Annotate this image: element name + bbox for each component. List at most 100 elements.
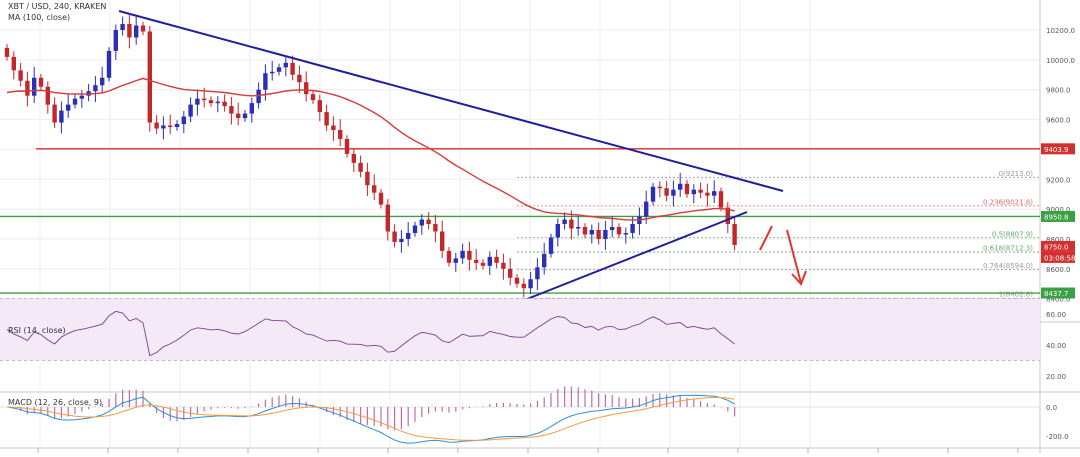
descending-trendline <box>118 10 784 192</box>
candle-body <box>399 238 404 242</box>
candle-body <box>270 71 275 74</box>
price-tag-label: 03:08:58 <box>1044 254 1075 262</box>
candle-body <box>501 262 506 269</box>
candle-body <box>113 30 118 51</box>
candle-body <box>406 232 411 239</box>
candle-body <box>657 186 662 189</box>
signal-line <box>6 397 735 441</box>
ma-label: MA (100, close) <box>8 13 70 22</box>
price-tick-label: 8600.0 <box>1046 266 1071 274</box>
price-tick-label: 9000.0 <box>1046 206 1071 214</box>
macd-pane: 0.0 -200.0 <box>0 386 1069 444</box>
candle-body <box>603 230 608 239</box>
price-tag-label: 8750.0 <box>1044 243 1069 251</box>
fib-label: 0.764(8594.0) <box>983 262 1033 270</box>
candle-body <box>222 101 227 107</box>
candles <box>4 14 737 298</box>
candle-body <box>358 162 363 172</box>
candle-body <box>480 262 486 266</box>
candle-body <box>623 232 628 235</box>
candle-body <box>188 104 193 117</box>
candle-body <box>59 110 64 123</box>
candle-body <box>45 86 50 105</box>
price-tag-label: 8437.7 <box>1044 290 1069 298</box>
rsi-label: RSI (14, close) <box>8 326 66 335</box>
price-tick-label: 8800.0 <box>1046 236 1071 244</box>
price-tick-label: 9800.0 <box>1046 87 1071 95</box>
candle-body <box>174 124 180 128</box>
candle-body <box>460 250 465 259</box>
rsi-tick-label: 60.00 <box>1046 311 1066 319</box>
price-tick-label: 9600.0 <box>1046 117 1071 125</box>
candle-body <box>324 112 329 126</box>
candle-body <box>317 100 322 113</box>
macd-line <box>6 394 735 444</box>
candle-body <box>249 103 254 114</box>
candle-body <box>52 104 57 123</box>
price-axis: 10200.010000.09800.09600.09400.09200.090… <box>1041 27 1075 304</box>
candle-body <box>134 25 139 38</box>
bounce-arrow-icon <box>759 225 773 251</box>
candle-body <box>310 94 316 101</box>
rsi-band <box>0 298 1040 361</box>
price-tick-label: 10200.0 <box>1046 27 1075 35</box>
price-tag <box>1041 251 1075 263</box>
candle-body <box>195 98 200 105</box>
candle-body <box>419 219 424 226</box>
candle-body <box>276 67 282 72</box>
price-tag <box>1041 210 1075 222</box>
candle-body <box>528 279 533 289</box>
candle-body <box>290 62 295 75</box>
candle-body <box>365 171 370 186</box>
candle-body <box>297 74 302 83</box>
fib-label: 0.5(8807.9) <box>992 230 1033 238</box>
fib-label: 0.618(8712.3) <box>983 245 1033 253</box>
candle-body <box>426 219 431 225</box>
rsi-line <box>6 310 735 357</box>
rsi-pane: 60.00 40.00 20.00 <box>0 298 1066 381</box>
candle-body <box>548 237 554 254</box>
candle-body <box>446 250 452 263</box>
candle-body <box>208 100 214 104</box>
price-tick-label: 9200.0 <box>1046 176 1071 184</box>
candle-body <box>684 183 690 195</box>
candle-body <box>562 219 567 225</box>
candle-body <box>106 50 112 78</box>
down-arrow-icon <box>786 229 802 284</box>
candle-body <box>433 224 438 232</box>
candle-body <box>555 224 560 238</box>
rsi-tick-label: 20.00 <box>1046 373 1066 381</box>
price-tag <box>1041 287 1075 299</box>
fibonacci-levels: 0(9213.0) 0.236(9021.8) 0.5(8807.9) 0.618(8… <box>517 170 1040 299</box>
candle-body <box>147 31 152 123</box>
candle-body <box>161 125 166 129</box>
price-tag-label: 8950.8 <box>1044 213 1069 221</box>
candle-body <box>412 225 418 233</box>
candle-body <box>372 185 377 193</box>
candle-body <box>242 113 248 119</box>
candle-body <box>616 227 622 235</box>
moving-average-line <box>6 77 735 221</box>
candle-body <box>521 283 526 289</box>
candle-body <box>331 125 336 130</box>
down-arrow-head-icon <box>791 270 807 286</box>
candle-body <box>229 106 234 114</box>
candle-body <box>698 189 703 193</box>
candle-body <box>732 224 737 245</box>
candle-body <box>338 130 343 139</box>
candle-body <box>4 47 10 57</box>
candle-body <box>32 77 37 96</box>
candle-body <box>181 116 186 125</box>
price-tick-label: 10000.0 <box>1046 57 1075 65</box>
candle-body <box>168 125 173 128</box>
candle-body <box>671 189 676 196</box>
candle-body <box>215 101 220 104</box>
candle-body <box>66 104 71 111</box>
candle-body <box>351 153 356 163</box>
candle-body <box>650 186 656 202</box>
candle-body <box>569 219 574 229</box>
candle-body <box>610 227 615 230</box>
candle-body <box>664 188 669 196</box>
candle-body <box>100 77 105 86</box>
